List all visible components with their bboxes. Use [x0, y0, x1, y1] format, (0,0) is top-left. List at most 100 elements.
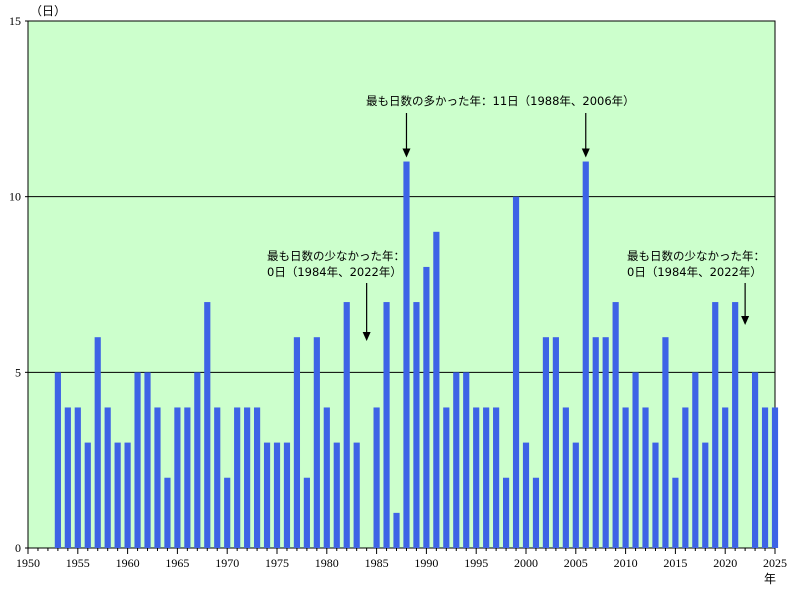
bar: [453, 372, 460, 548]
bar: [253, 407, 261, 548]
annotation-max: 最も日数の多かった年：11日（1988年、2006年）: [366, 94, 635, 108]
bar: [114, 442, 121, 548]
annotation-min-left-line1: 最も日数の少なかった年：: [267, 249, 405, 263]
bar: [383, 302, 390, 548]
x-tick-label: 2020: [713, 556, 737, 570]
bar: [712, 302, 719, 548]
bar: [74, 407, 81, 548]
x-unit-label: 年: [764, 572, 776, 586]
y-tick-label: 0: [15, 541, 21, 555]
bar: [224, 477, 231, 548]
bar: [602, 337, 609, 548]
annotation-arrow-head: [741, 316, 750, 325]
bar: [413, 302, 420, 548]
bar: [682, 407, 689, 548]
bar: [493, 407, 500, 548]
y-axis: 0 5 10 15: [9, 14, 28, 555]
plot-area: [27, 20, 776, 549]
bar: [722, 407, 729, 548]
bar: [582, 161, 589, 549]
bar: [552, 337, 559, 548]
bar: [393, 512, 400, 548]
y-unit-label: （日）: [30, 4, 66, 18]
bar: [194, 372, 201, 548]
bar: [702, 442, 709, 548]
annotation-max-line1: 最も日数の多かった年：11日（1988年、2006年）: [366, 94, 635, 108]
bar: [234, 407, 241, 548]
bar: [343, 302, 350, 548]
x-tick-label: 1975: [265, 556, 289, 570]
bar: [761, 407, 769, 548]
y-tick-label: 5: [15, 365, 21, 379]
bar: [562, 407, 569, 548]
x-tick-label: 1965: [165, 556, 189, 570]
grid-lines: [28, 196, 775, 373]
bar: [323, 407, 330, 548]
bar: [642, 407, 649, 548]
bar: [403, 161, 410, 549]
bar: [473, 407, 480, 548]
bar: [184, 407, 191, 548]
bar: [662, 337, 669, 548]
bar: [542, 337, 550, 548]
bar: [164, 477, 171, 548]
x-tick-label: 2015: [663, 556, 687, 570]
bar: [532, 477, 540, 548]
x-tick-label: 1955: [66, 556, 90, 570]
bar: [174, 407, 181, 548]
bar: [214, 407, 221, 548]
bar: [313, 337, 320, 548]
bar: [423, 266, 430, 548]
bar: [204, 302, 211, 548]
x-tick-label: 1970: [215, 556, 239, 570]
bar: [502, 477, 510, 548]
bar: [692, 372, 699, 548]
bar: [433, 231, 440, 549]
bar: [592, 337, 599, 548]
annotation-min-right: 最も日数の少なかった年： 0日（1984年、2022年）: [627, 249, 769, 279]
y-tick-label: 15: [9, 14, 21, 28]
bar: [443, 407, 450, 548]
bar-series: [54, 161, 779, 549]
x-tick-label: 1985: [365, 556, 389, 570]
bar: [632, 372, 639, 548]
bar: [104, 407, 111, 548]
bar: [771, 407, 779, 548]
annotation-min-right-line2: 0日（1984年、2022年）: [627, 265, 762, 279]
x-axis: 1950 1955 1960 1965 1970 1975 1980 1985 1990 1995…: [16, 548, 787, 570]
bar: [283, 442, 291, 548]
x-tick-label: 1980: [315, 556, 339, 570]
annotation-arrow-head: [581, 148, 590, 158]
x-tick-label: 1960: [116, 556, 140, 570]
bar: [353, 442, 360, 548]
annotation-arrow-head: [402, 148, 411, 158]
bar: [512, 196, 520, 548]
bar: [84, 442, 91, 548]
bar: [263, 442, 271, 548]
bar: [333, 442, 340, 548]
bar: [244, 407, 251, 548]
bar: [134, 372, 141, 548]
x-tick-label: 1995: [464, 556, 488, 570]
bar: [572, 442, 579, 548]
bar: [373, 407, 380, 548]
x-tick-label: 2005: [564, 556, 588, 570]
bar: [483, 407, 490, 548]
bar: [64, 407, 71, 548]
bar: [154, 407, 161, 548]
x-tick-label: 1950: [16, 556, 40, 570]
x-tick-label: 2025: [763, 556, 787, 570]
bar: [751, 372, 759, 548]
bar: [652, 442, 659, 548]
bar: [94, 337, 101, 548]
bar: [293, 337, 301, 548]
bar: [144, 372, 151, 548]
bar: [612, 302, 619, 548]
bar: [273, 442, 281, 548]
x-tick-label: 2000: [514, 556, 538, 570]
bar: [124, 442, 131, 548]
annotation-min-left-line2: 0日（1984年、2022年）: [267, 265, 402, 279]
annotation-arrow-head: [362, 332, 371, 341]
x-tick-label: 1990: [414, 556, 438, 570]
